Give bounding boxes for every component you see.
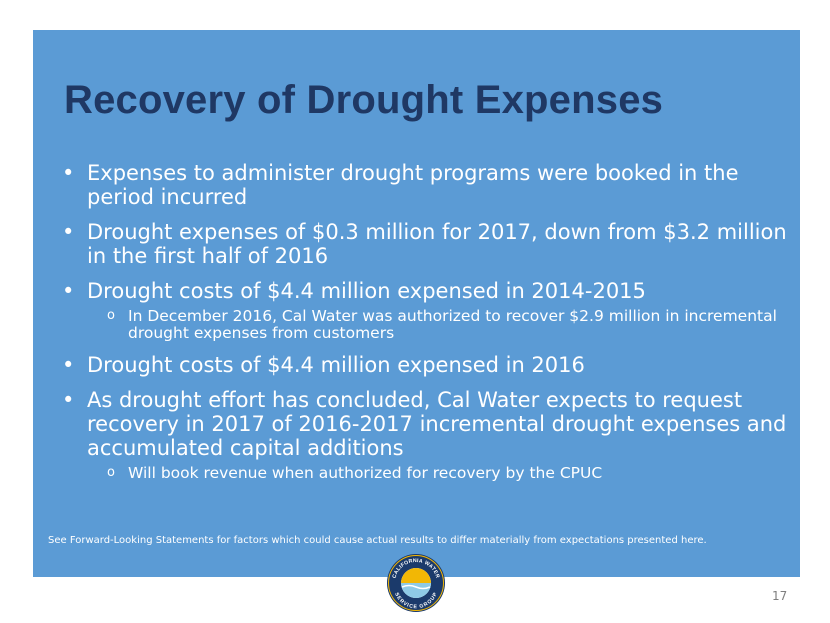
bullet-item: Expenses to administer drought programs … [62, 161, 787, 209]
logo-sun-icon [401, 568, 431, 583]
company-logo: CALIFORNIA WATER SERVICE GROUP [387, 554, 445, 612]
bullet-item: Drought costs of $4.4 million expensed i… [62, 279, 787, 303]
sub-bullet-item: Will book revenue when authorized for re… [62, 464, 787, 482]
page-number: 17 [772, 589, 788, 603]
bullet-item: Drought costs of $4.4 million expensed i… [62, 353, 787, 377]
logo-wave-icon [401, 584, 431, 590]
slide-title: Recovery of Drought Expenses [64, 78, 664, 122]
logo-gold-ring [388, 555, 444, 611]
slide-panel [33, 30, 800, 577]
disclaimer-footnote: See Forward-Looking Statements for facto… [48, 535, 707, 546]
logo-water-icon [401, 583, 431, 598]
bullet-list: Expenses to administer drought programs … [62, 161, 787, 493]
bullet-item: Drought expenses of $0.3 million for 201… [62, 220, 787, 268]
sub-bullet-item: In December 2016, Cal Water was authoriz… [62, 307, 787, 342]
bullet-item: As drought effort has concluded, Cal Wat… [62, 388, 787, 460]
